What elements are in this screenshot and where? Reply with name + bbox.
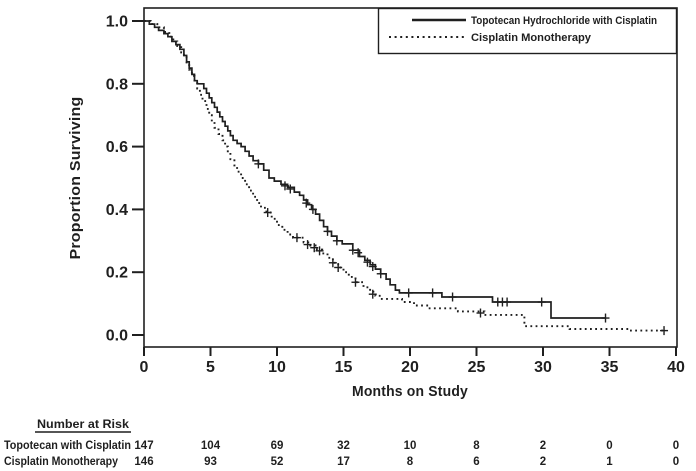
- risk-count: 147: [134, 440, 153, 452]
- curve-cisplatin-monotherapy: [144, 20, 669, 336]
- x-tick-label: 0: [140, 359, 149, 376]
- risk-count: 52: [271, 456, 284, 468]
- x-axis: 0 5 10 15 20 25 30 35 40: [140, 347, 685, 376]
- risk-count: 17: [337, 456, 350, 468]
- risk-count: 0: [673, 456, 679, 468]
- risk-row-label-cisplatin: Cisplatin Monotherapy: [4, 456, 119, 468]
- legend: Topotecan Hydrochloride with Cisplatin C…: [377, 7, 678, 55]
- y-tick-label: 0.0: [106, 328, 128, 345]
- risk-count: 146: [134, 456, 153, 468]
- x-tick-label: 5: [206, 359, 215, 376]
- risk-count: 2: [540, 456, 546, 468]
- x-tick-label: 15: [335, 359, 353, 376]
- survival-curves: [144, 20, 669, 336]
- x-tick-label: 35: [601, 359, 619, 376]
- y-tick-label: 0.6: [106, 139, 128, 156]
- y-tick-label: 0.2: [106, 265, 128, 282]
- legend-box: [377, 7, 678, 55]
- survival-step-line: [144, 20, 664, 332]
- risk-table: Number at Risk Topotecan with Cisplatin …: [4, 417, 679, 468]
- y-axis-title: Proportion Surviving: [67, 97, 84, 260]
- x-axis-title: Months on Study: [352, 383, 468, 400]
- risk-count: 104: [201, 440, 221, 452]
- risk-count: 2: [540, 440, 546, 452]
- x-tick-label: 30: [534, 359, 552, 376]
- risk-count: 69: [271, 440, 284, 452]
- x-tick-label: 20: [401, 359, 419, 376]
- plot-frame: [143, 7, 678, 348]
- risk-row-label-topotecan: Topotecan with Cisplatin: [4, 440, 131, 452]
- risk-count: 8: [407, 456, 414, 468]
- x-tick-label: 40: [667, 359, 685, 376]
- risk-count: 93: [204, 456, 217, 468]
- risk-count: 32: [337, 440, 350, 452]
- y-tick-label: 0.4: [106, 202, 128, 219]
- risk-count: 10: [404, 440, 417, 452]
- y-tick-label: 1.0: [106, 14, 128, 31]
- y-tick-label: 0.8: [106, 76, 128, 93]
- y-axis: 1.0 0.8 0.6 0.4 0.2 0.0: [106, 14, 144, 345]
- risk-count: 6: [473, 456, 479, 468]
- risk-count: 1: [606, 456, 613, 468]
- curve-topotecan-cisplatin: [144, 20, 610, 323]
- survival-step-line: [144, 20, 606, 319]
- legend-label-topotecan: Topotecan Hydrochloride with Cisplatin: [471, 15, 657, 27]
- risk-count: 8: [473, 440, 480, 452]
- legend-label-cisplatin: Cisplatin Monotherapy: [471, 32, 592, 44]
- x-tick-label: 25: [468, 359, 486, 376]
- risk-count: 0: [673, 440, 679, 452]
- risk-count: 0: [606, 440, 612, 452]
- x-tick-label: 10: [268, 359, 286, 376]
- risk-table-header: Number at Risk: [37, 417, 129, 431]
